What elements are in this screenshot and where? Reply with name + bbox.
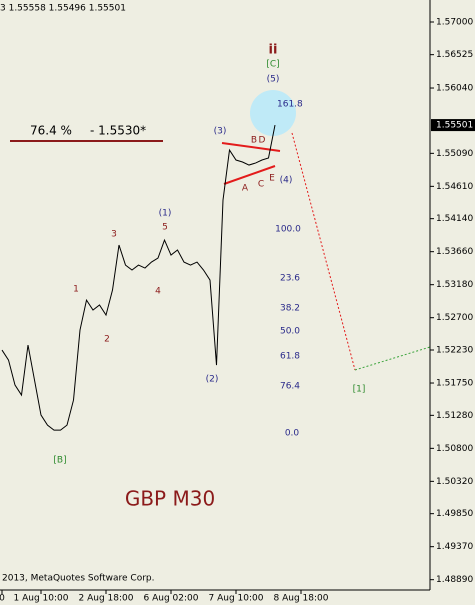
- y-tick-label: 1.55090: [436, 149, 473, 159]
- annotation: (3): [214, 127, 227, 137]
- x-tick-label: 1 Aug 10:00: [14, 594, 69, 604]
- annotation: 3: [111, 230, 117, 240]
- y-tick-label: 1.51750: [436, 379, 473, 389]
- fib-label: 38.2: [280, 304, 300, 314]
- y-tick-label: 1.49370: [436, 542, 473, 552]
- y-tick-label: 1.51280: [436, 411, 473, 421]
- y-tick-label: 1.57000: [436, 18, 473, 28]
- annotation: 161.8: [277, 100, 303, 110]
- price-box: [431, 119, 475, 132]
- y-tick-label: 1.54610: [436, 182, 473, 192]
- annotation: 2: [104, 335, 110, 345]
- level-label: - 1.5530*: [90, 124, 146, 138]
- x-tick-label: 0: [0, 594, 5, 604]
- x-tick-label: 6 Aug 02:00: [144, 594, 199, 604]
- y-tick-label: 1.50800: [436, 444, 473, 454]
- annotation: 1: [73, 285, 79, 295]
- y-tick-label: 1.53180: [436, 280, 473, 290]
- y-tick-label: 1.52230: [436, 346, 473, 356]
- annotation: (1): [159, 209, 172, 219]
- target-zone: [250, 90, 296, 136]
- fib-label: 100.0: [275, 225, 301, 235]
- annotation: (2): [206, 375, 219, 385]
- y-tick-label: 1.49850: [436, 509, 473, 519]
- fib-label: 0.0: [285, 429, 300, 439]
- annotation: (5): [267, 75, 280, 85]
- price-line: [1, 124, 276, 431]
- annotation: 4: [155, 287, 161, 297]
- y-tick-label: 1.52700: [436, 313, 473, 323]
- annotation: ii: [269, 43, 278, 58]
- forecast-line: [354, 346, 431, 371]
- x-tick-label: 2 Aug 18:00: [79, 594, 134, 604]
- footer: 2013, MetaQuotes Software Corp.: [2, 574, 154, 584]
- fib-label: 76.4: [280, 382, 300, 392]
- level-label: 76.4 %: [30, 124, 72, 138]
- annotation: [1]: [353, 385, 366, 395]
- x-tick-label: 8 Aug 18:00: [274, 594, 329, 604]
- fib-label: 61.8: [280, 352, 300, 362]
- y-tick-label: 1.56040: [436, 84, 473, 94]
- annotation: D: [259, 136, 266, 146]
- annotation: A: [242, 184, 249, 194]
- fib-label: 50.0: [280, 327, 300, 337]
- y-tick-label: 1.54140: [436, 214, 473, 224]
- annotation: C: [258, 180, 264, 190]
- annotation: 5: [162, 223, 168, 233]
- fib-label: 23.6: [280, 274, 300, 284]
- y-tick-label: 1.56525: [436, 50, 473, 60]
- annotation: E: [269, 174, 275, 184]
- annotation: B: [251, 136, 257, 146]
- chart-title: GBP M30: [125, 487, 215, 511]
- annotation: (4): [280, 176, 293, 186]
- forecast-line: [291, 132, 356, 371]
- y-tick-label: 1.48890: [436, 575, 473, 585]
- annotation: [C]: [266, 60, 279, 70]
- annotation: [B]: [53, 456, 66, 466]
- y-tick-label: 1.53660: [436, 247, 473, 257]
- triangle-line: [223, 165, 276, 185]
- header: 3 1.55558 1.55496 1.55501: [0, 4, 126, 14]
- y-tick-label: 1.50320: [436, 477, 473, 487]
- last-price: 1.55501: [436, 121, 473, 131]
- x-tick-label: 7 Aug 10:00: [209, 594, 264, 604]
